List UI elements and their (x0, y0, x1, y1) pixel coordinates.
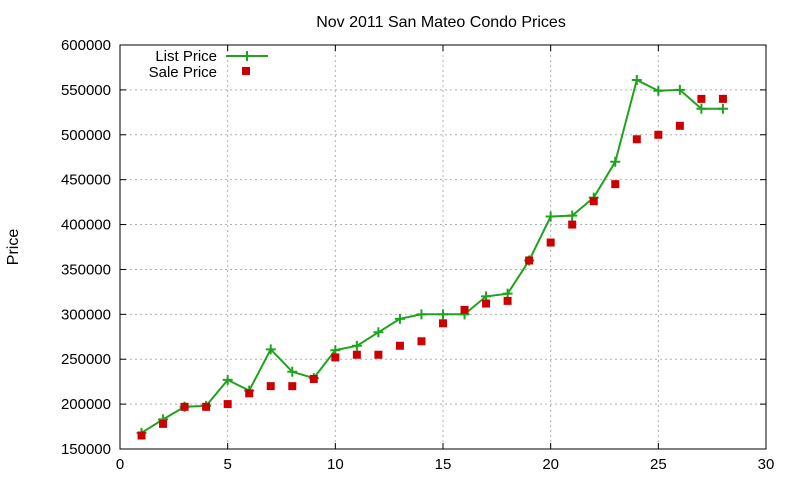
sale-price-point (223, 400, 232, 409)
list-price-point (696, 103, 707, 114)
list-price-point (545, 211, 556, 222)
sale-price-point (632, 135, 641, 144)
chart-title: Nov 2011 San Mateo Condo Prices (316, 14, 566, 31)
sale-price-point (460, 305, 469, 314)
y-tick-label: 350000 (61, 261, 111, 278)
sale-price-point (675, 121, 684, 130)
sale-price-point (395, 341, 404, 350)
legend-marker-list-price (242, 51, 252, 61)
y-tick-label: 450000 (61, 172, 111, 189)
y-tick-label: 550000 (61, 82, 111, 99)
list-price-point (567, 210, 578, 221)
x-tick-label: 30 (758, 456, 775, 473)
list-price-point (416, 309, 427, 320)
y-tick-label: 250000 (61, 351, 111, 368)
list-price-point (373, 327, 384, 338)
legend-marker-sale-price (242, 67, 250, 75)
list-price-point (631, 75, 642, 86)
list-price-point (674, 84, 685, 95)
sale-price-point (180, 402, 189, 411)
legend-label-list-price: List Price (155, 48, 217, 65)
sale-price-point (374, 350, 383, 359)
list-price-point (717, 103, 728, 114)
list-price-point (287, 366, 298, 377)
sale-price-point (288, 382, 297, 391)
sale-price-point (503, 296, 512, 305)
legend: List Price Sale Price (149, 48, 268, 81)
list-price-line (140, 78, 723, 434)
sale-price-point (654, 130, 663, 139)
y-tick-label: 200000 (61, 396, 111, 413)
list-price-point (610, 156, 621, 167)
sale-price-point (568, 220, 577, 229)
sale-price-point (309, 374, 318, 383)
list-price-point (222, 374, 233, 385)
x-tick-label: 20 (542, 456, 559, 473)
y-tick-label: 500000 (61, 127, 111, 144)
sale-price-point (718, 94, 727, 103)
sale-price-point (202, 402, 211, 411)
x-tick-label: 25 (650, 456, 667, 473)
x-tick-label: 10 (327, 456, 344, 473)
list-price-point (438, 309, 448, 320)
y-tick-label: 300000 (61, 306, 111, 323)
list-price-point (351, 340, 362, 351)
sale-price-point (137, 431, 146, 440)
sale-price-point (525, 256, 534, 265)
sale-price-point (589, 197, 598, 206)
sale-price-point (611, 180, 620, 189)
legend-label-sale-price: Sale Price (149, 64, 217, 81)
grid (120, 45, 766, 449)
x-tick-label: 0 (116, 456, 124, 473)
sale-price-point (159, 419, 168, 428)
sale-price-point (546, 238, 555, 247)
series (136, 75, 728, 440)
sale-price-point (697, 94, 706, 103)
sale-price-point (417, 337, 426, 346)
y-tick-label: 600000 (61, 37, 111, 54)
y-tick-label: 400000 (61, 217, 111, 234)
sale-price-point (352, 350, 361, 359)
sale-price-point (439, 319, 447, 328)
sale-price-point (245, 389, 254, 398)
sale-price-point (331, 353, 340, 362)
sale-price-point (482, 299, 491, 308)
list-price-point (394, 313, 405, 324)
sale-price-point (266, 382, 275, 391)
y-axis-label: Price (5, 229, 22, 266)
list-price-point (653, 85, 664, 96)
axis-ticks: 0 5 10 15 20 25 30 150000 200000 250000 300000 3500… (61, 37, 774, 473)
list-price-point (265, 344, 276, 355)
x-tick-label: 15 (435, 456, 452, 473)
y-tick-label: 150000 (61, 441, 111, 458)
x-tick-label: 5 (223, 456, 231, 473)
